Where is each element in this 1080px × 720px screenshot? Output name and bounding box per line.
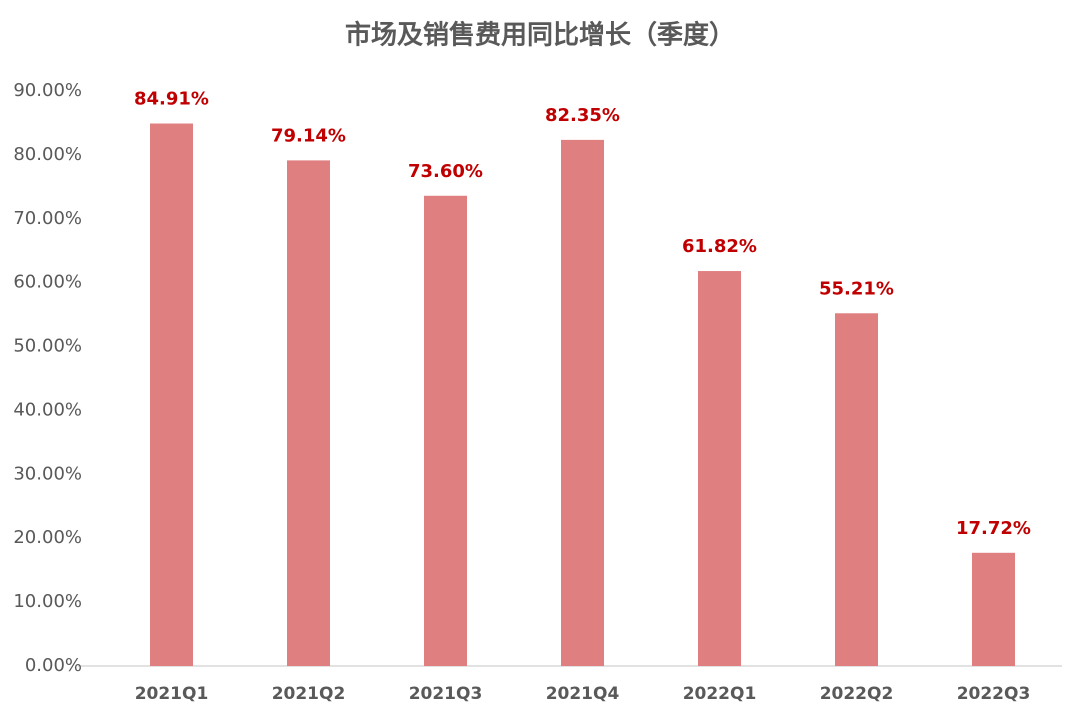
- y-tick-label: 40.00%: [13, 399, 82, 420]
- bar: [287, 160, 330, 666]
- value-label: 17.72%: [956, 518, 1031, 539]
- chart-title: 市场及销售费用同比增长（季度）: [345, 20, 735, 51]
- value-label: 61.82%: [682, 236, 757, 257]
- x-tick-label: 2021Q1: [135, 684, 209, 704]
- bar: [972, 552, 1015, 666]
- bar: [424, 195, 467, 666]
- y-tick-label: 0.00%: [25, 655, 82, 676]
- x-tick-label: 2021Q4: [546, 684, 620, 704]
- value-label: 79.14%: [271, 125, 346, 146]
- value-label: 73.60%: [408, 161, 483, 182]
- value-label: 84.91%: [134, 89, 209, 110]
- y-tick-label: 10.00%: [13, 591, 82, 612]
- y-tick-label: 80.00%: [13, 144, 82, 165]
- x-tick-label: 2021Q2: [272, 684, 346, 704]
- bar: [561, 139, 604, 666]
- y-tick-label: 20.00%: [13, 527, 82, 548]
- x-tick-label: 2022Q3: [957, 684, 1031, 704]
- bar: [150, 123, 193, 666]
- x-tick-label: 2022Q2: [820, 684, 894, 704]
- x-tick-label: 2021Q3: [409, 684, 483, 704]
- value-label: 55.21%: [819, 278, 894, 299]
- y-tick-label: 60.00%: [13, 272, 82, 293]
- y-tick-label: 30.00%: [13, 463, 82, 484]
- bar: [698, 271, 741, 666]
- x-tick-label: 2022Q1: [683, 684, 757, 704]
- y-tick-label: 90.00%: [13, 80, 82, 101]
- value-label: 82.35%: [545, 105, 620, 126]
- bar: [835, 313, 878, 666]
- y-tick-label: 70.00%: [13, 208, 82, 229]
- y-tick-label: 50.00%: [13, 336, 82, 357]
